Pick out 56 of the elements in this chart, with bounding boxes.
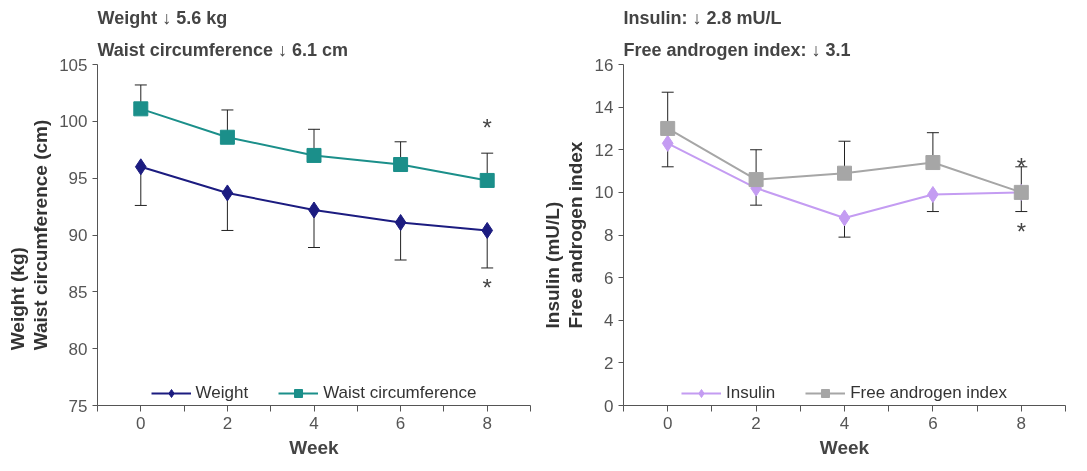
point — [660, 120, 676, 136]
point — [393, 157, 409, 173]
x-axis-title: Week — [819, 436, 870, 458]
y-tick-label: 12 — [594, 140, 614, 160]
legend-label: Free androgen index — [850, 383, 1008, 403]
y-axis-title: Weight (kg) Waist circumference (cm) — [7, 119, 52, 351]
annotation: * — [1016, 217, 1026, 245]
x-tick-label: 4 — [309, 413, 319, 433]
x-axis-title: Week — [289, 436, 340, 458]
y-tick-label: 75 — [68, 396, 88, 416]
y-tick-label: 95 — [68, 169, 88, 189]
y-tick-label: 0 — [604, 396, 614, 416]
chart-title: Insulin: ↓ 2.8 mU/L — [623, 7, 782, 28]
x-tick-label: 4 — [839, 413, 850, 433]
y-tick-label: 4 — [604, 311, 614, 331]
point — [133, 101, 149, 117]
point — [925, 155, 941, 171]
x-tick-label: 8 — [482, 413, 492, 433]
x-tick-label: 8 — [1016, 413, 1027, 433]
x-tick-label: 2 — [222, 413, 233, 433]
x-tick-label: 6 — [928, 413, 938, 433]
legend-label: Insulin — [725, 383, 776, 403]
point — [134, 158, 147, 176]
y-tick-label: 14 — [594, 98, 614, 118]
y-tick-label: 8 — [604, 226, 614, 245]
y-tick-label: 10 — [594, 183, 614, 203]
point — [219, 129, 235, 145]
point — [838, 209, 851, 227]
chart-title: Weight ↓ 5.6 kg — [97, 7, 228, 28]
point — [837, 165, 852, 181]
x-tick-label: 0 — [136, 413, 146, 433]
y-tick-label: 85 — [68, 282, 88, 302]
point — [221, 184, 234, 202]
legend-label: Weight — [195, 383, 249, 403]
y-tick-label: 100 — [59, 112, 88, 132]
chart-subtitle: Waist circumference ↓ 6.1 cm — [97, 39, 348, 60]
point — [748, 172, 764, 188]
y-axis-title: Insulin (mU/L) Free androgen index — [542, 141, 587, 329]
point — [481, 221, 494, 239]
point — [306, 147, 322, 163]
point — [394, 214, 407, 231]
point — [479, 172, 495, 188]
point — [661, 134, 674, 152]
annotation: * — [482, 273, 492, 301]
chart-subtitle: Free androgen index: ↓ 3.1 — [623, 39, 851, 60]
y-tick-label: 105 — [59, 55, 88, 75]
legend-label: Waist circumference — [323, 383, 477, 403]
y-tick-label: 80 — [68, 339, 88, 359]
y-tick-label: 6 — [604, 268, 614, 288]
y-tick-label: 16 — [594, 55, 614, 75]
x-tick-label: 2 — [751, 413, 761, 433]
annotation: * — [482, 114, 492, 142]
x-tick-label: 0 — [662, 413, 673, 433]
y-tick-label: 2 — [604, 353, 614, 373]
x-tick-label: 6 — [395, 413, 406, 433]
y-tick-label: 90 — [68, 226, 88, 245]
